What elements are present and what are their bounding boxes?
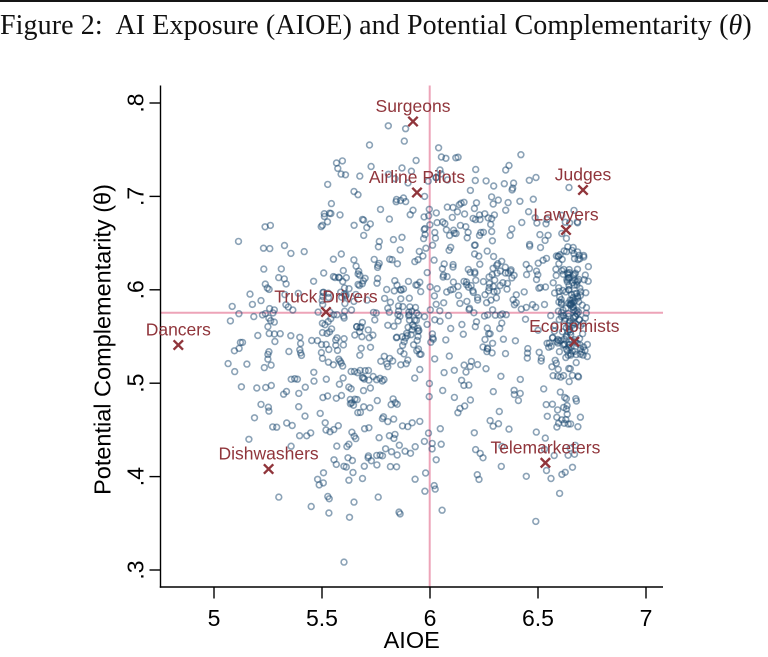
svg-text:.3: .3 [122,560,148,579]
svg-text:Economists: Economists [529,316,620,336]
svg-text:.4: .4 [122,467,148,486]
svg-text:6: 6 [424,605,437,631]
svg-text:Airline Pilots: Airline Pilots [369,167,466,187]
svg-text:Judges: Judges [555,165,612,185]
svg-text:Dishwashers: Dishwashers [219,444,319,464]
svg-text:.8: .8 [122,93,148,112]
svg-text:.6: .6 [122,280,148,299]
svg-text:7: 7 [640,605,653,631]
svg-text:Telemarketers: Telemarketers [490,437,600,457]
svg-text:Surgeons: Surgeons [376,96,451,116]
svg-text:.5: .5 [122,374,148,393]
svg-text:6.5: 6.5 [522,605,554,631]
svg-text:5: 5 [208,605,221,631]
svg-text:.7: .7 [122,187,148,206]
svg-text:Lawyers: Lawyers [533,205,598,225]
svg-text:Dancers: Dancers [146,320,211,340]
svg-text:AIOE: AIOE [384,627,440,653]
svg-text:Truck Drivers: Truck Drivers [274,287,378,307]
svg-text:5.5: 5.5 [306,605,338,631]
svg-text:Potential Complementarity (θ): Potential Complementarity (θ) [89,184,115,495]
